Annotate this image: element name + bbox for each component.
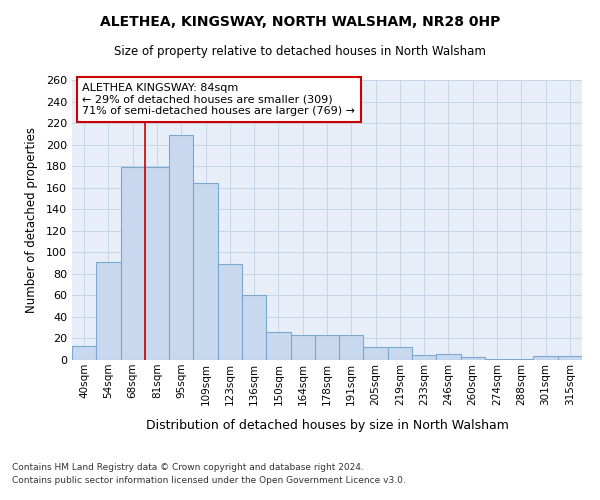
Text: Size of property relative to detached houses in North Walsham: Size of property relative to detached ho… (114, 45, 486, 58)
Bar (339, 335, 364, 360)
Bar (436, 354, 461, 360)
Bar (315, 335, 339, 360)
Bar (242, 296, 266, 360)
Bar (290, 335, 315, 360)
Text: ALETHEA, KINGSWAY, NORTH WALSHAM, NR28 0HP: ALETHEA, KINGSWAY, NORTH WALSHAM, NR28 0… (100, 15, 500, 29)
Bar (218, 264, 242, 360)
Bar (533, 356, 558, 360)
Bar (169, 135, 193, 360)
Bar (193, 184, 218, 360)
Bar (121, 167, 145, 360)
Text: ALETHEA KINGSWAY: 84sqm
← 29% of detached houses are smaller (309)
71% of semi-d: ALETHEA KINGSWAY: 84sqm ← 29% of detache… (82, 83, 355, 116)
Bar (388, 347, 412, 360)
Bar (461, 357, 485, 360)
Bar (485, 359, 509, 360)
X-axis label: Distribution of detached houses by size in North Walsham: Distribution of detached houses by size … (146, 419, 508, 432)
Bar (364, 347, 388, 360)
Y-axis label: Number of detached properties: Number of detached properties (25, 127, 38, 313)
Text: Contains HM Land Registry data © Crown copyright and database right 2024.: Contains HM Land Registry data © Crown c… (12, 464, 364, 472)
Bar (266, 332, 290, 360)
Bar (412, 354, 436, 360)
Bar (509, 359, 533, 360)
Bar (96, 262, 121, 360)
Bar (145, 167, 169, 360)
Text: Contains public sector information licensed under the Open Government Licence v3: Contains public sector information licen… (12, 476, 406, 485)
Bar (558, 356, 582, 360)
Bar (72, 346, 96, 360)
